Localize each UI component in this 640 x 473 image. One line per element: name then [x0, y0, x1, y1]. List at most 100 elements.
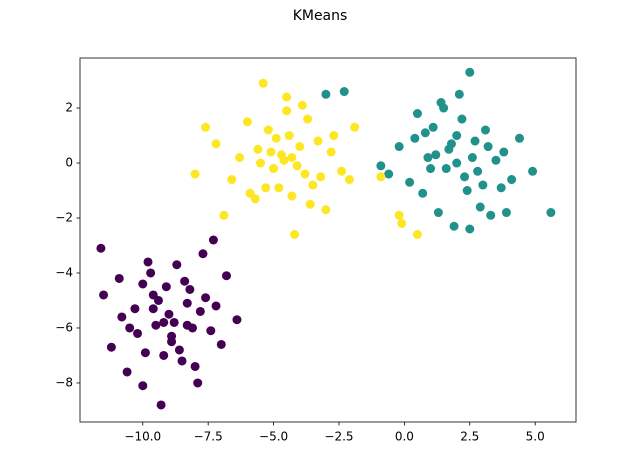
- y-tick-label: −4: [55, 265, 73, 279]
- point: [308, 180, 318, 190]
- point: [316, 172, 326, 182]
- point: [263, 125, 273, 135]
- x-tick-label: 5.0: [526, 430, 545, 444]
- point: [216, 339, 226, 349]
- point: [290, 230, 300, 240]
- point: [394, 210, 404, 220]
- point: [182, 320, 192, 330]
- point: [232, 315, 242, 325]
- point: [480, 125, 490, 135]
- y-tick-label: 0: [65, 156, 73, 170]
- point: [130, 304, 140, 314]
- point: [122, 367, 132, 377]
- point: [313, 136, 323, 146]
- point: [242, 117, 252, 127]
- point: [159, 317, 169, 327]
- point: [546, 208, 556, 218]
- point: [153, 295, 163, 305]
- point: [172, 260, 182, 270]
- point: [462, 186, 472, 196]
- point: [412, 109, 422, 119]
- point: [441, 164, 451, 174]
- point: [514, 133, 524, 143]
- point: [190, 361, 200, 371]
- point: [420, 128, 430, 138]
- point: [300, 169, 310, 179]
- point: [140, 348, 150, 358]
- point: [344, 175, 354, 185]
- point: [174, 345, 184, 355]
- point: [211, 139, 221, 149]
- point: [473, 166, 483, 176]
- point: [235, 153, 245, 163]
- x-tick-label: 2.5: [460, 430, 479, 444]
- point: [138, 279, 148, 289]
- point: [201, 122, 211, 132]
- point: [321, 89, 331, 99]
- point: [245, 188, 255, 198]
- point: [433, 208, 443, 218]
- point: [177, 356, 187, 366]
- point: [384, 169, 394, 179]
- point: [253, 144, 263, 154]
- chart-title: KMeans: [293, 8, 348, 24]
- point: [148, 304, 158, 314]
- point: [151, 320, 161, 330]
- point: [190, 169, 200, 179]
- point: [412, 230, 422, 240]
- point: [169, 317, 179, 327]
- point: [143, 257, 153, 267]
- point: [467, 153, 477, 163]
- point: [303, 114, 313, 124]
- point: [161, 282, 171, 292]
- point: [182, 298, 192, 308]
- point: [269, 164, 279, 174]
- point: [156, 400, 166, 410]
- point: [465, 224, 475, 234]
- point: [117, 312, 127, 322]
- point: [499, 147, 509, 157]
- plot-frame: [79, 57, 577, 423]
- point: [475, 202, 485, 212]
- point: [460, 172, 470, 182]
- point: [256, 158, 266, 168]
- y-tick-label: −8: [55, 375, 73, 389]
- point: [496, 183, 506, 193]
- point: [507, 175, 517, 185]
- point: [167, 337, 177, 347]
- point: [206, 326, 216, 336]
- point: [350, 122, 360, 132]
- point: [271, 133, 281, 143]
- point: [297, 100, 307, 110]
- point: [465, 67, 475, 77]
- point: [201, 293, 211, 303]
- point: [329, 131, 339, 141]
- point: [261, 183, 271, 193]
- point: [208, 235, 218, 245]
- point: [284, 131, 294, 141]
- point: [266, 147, 276, 157]
- y-tick-label: 2: [65, 101, 73, 115]
- point: [282, 106, 292, 116]
- point: [339, 87, 349, 97]
- point: [486, 210, 496, 220]
- point: [146, 268, 156, 278]
- point: [138, 381, 148, 391]
- point: [274, 183, 284, 193]
- point: [446, 139, 456, 149]
- point: [426, 164, 436, 174]
- point: [185, 284, 195, 294]
- point: [295, 142, 305, 152]
- point: [99, 290, 109, 300]
- point: [405, 177, 415, 187]
- point: [470, 136, 480, 146]
- point: [292, 161, 302, 171]
- x-tick-label: −2.5: [324, 430, 353, 444]
- point: [106, 342, 116, 352]
- point: [454, 89, 464, 99]
- x-tick-label: −5.0: [259, 430, 288, 444]
- point: [159, 350, 169, 360]
- y-tick-label: −6: [55, 320, 73, 334]
- point: [436, 98, 446, 108]
